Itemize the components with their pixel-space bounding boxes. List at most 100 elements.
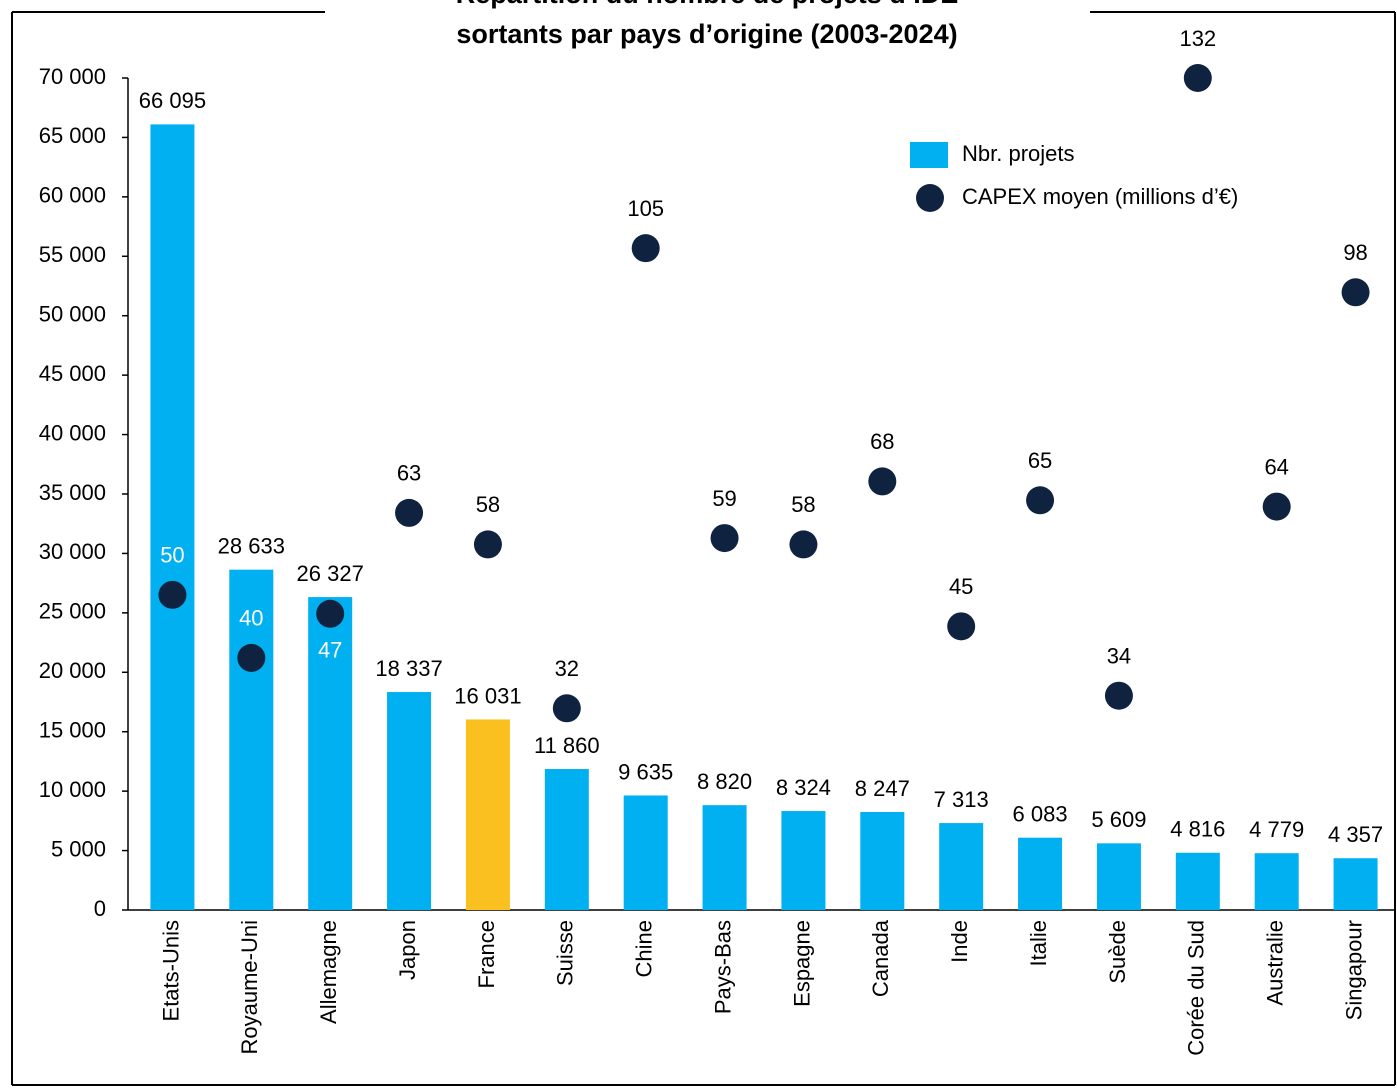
bar	[229, 569, 274, 910]
data-label: 18 337	[375, 656, 442, 681]
data-label: 40	[239, 606, 263, 631]
x-tick-label: Chine	[632, 920, 657, 977]
data-label: 64	[1264, 454, 1288, 479]
data-label: 26 327	[297, 561, 364, 586]
x-tick-label: Suisse	[553, 920, 578, 986]
frame	[11, 11, 1396, 1086]
bar	[781, 811, 826, 910]
x-tick-label: Japon	[395, 920, 420, 980]
dot	[473, 530, 502, 559]
data-label: 7 313	[934, 787, 989, 812]
data-label: 4 779	[1249, 817, 1304, 842]
data-label: 4 357	[1328, 822, 1383, 847]
data-label: 63	[397, 461, 421, 486]
chart-title: Répartition du nombre de projets d’IDE	[456, 0, 959, 9]
data-label: 32	[555, 656, 579, 681]
bar	[1254, 853, 1299, 910]
bar	[544, 769, 589, 910]
bar	[1175, 852, 1220, 910]
bar	[702, 805, 747, 910]
data-label: 16 031	[454, 683, 521, 708]
data-label: 50	[160, 543, 184, 568]
dot	[1341, 278, 1370, 307]
y-tick-label: 60 000	[39, 183, 106, 208]
bar	[465, 719, 510, 910]
data-label: 8 247	[855, 776, 910, 801]
bar	[1096, 843, 1141, 910]
x-tick-label: Singapour	[1341, 920, 1366, 1020]
dot	[237, 643, 266, 672]
y-tick-label: 35 000	[39, 480, 106, 505]
x-tick-label: Pays-Bas	[710, 920, 735, 1014]
x-tick-label: Inde	[947, 920, 972, 963]
data-label: 132	[1179, 26, 1216, 51]
bar	[387, 692, 432, 910]
x-tick-label: Italie	[1026, 920, 1051, 966]
data-label: 45	[949, 574, 973, 599]
chart-title: sortants par pays d’origine (2003-2024)	[456, 19, 957, 49]
bar	[150, 124, 195, 911]
y-tick-label: 0	[94, 896, 106, 921]
bar	[939, 823, 984, 910]
x-tick-label: Espagne	[789, 920, 814, 1007]
dot	[789, 530, 818, 559]
y-tick-label: 70 000	[39, 64, 106, 89]
x-tick-label: Royaume-Uni	[237, 920, 262, 1055]
y-tick-label: 25 000	[39, 599, 106, 624]
bar	[860, 811, 905, 910]
y-tick-label: 10 000	[39, 777, 106, 802]
dot	[1262, 492, 1291, 521]
data-label: 68	[870, 429, 894, 454]
data-label: 8 820	[697, 769, 752, 794]
y-tick-label: 20 000	[39, 658, 106, 683]
y-tick-label: 65 000	[39, 123, 106, 148]
data-label: 4 816	[1170, 817, 1225, 842]
x-tick-label: France	[474, 920, 499, 988]
legend-swatch	[910, 142, 948, 168]
dot	[868, 467, 897, 496]
y-tick-label: 40 000	[39, 420, 106, 445]
data-label: 6 083	[1013, 802, 1068, 827]
dot	[710, 524, 739, 553]
dot	[552, 694, 581, 723]
y-tick-label: 15 000	[39, 718, 106, 743]
bar	[308, 597, 353, 910]
dot	[947, 612, 976, 641]
data-label: 9 635	[618, 759, 673, 784]
legend-label: Nbr. projets	[962, 141, 1075, 166]
x-tick-label: Suède	[1105, 920, 1130, 984]
bar	[623, 795, 668, 910]
dot	[1183, 64, 1212, 92]
legend-label: CAPEX moyen (millions d’€)	[962, 184, 1238, 209]
data-label: 5 609	[1091, 807, 1146, 832]
data-label: 66 095	[139, 88, 206, 113]
y-tick-label: 50 000	[39, 302, 106, 327]
data-label: 11 860	[534, 733, 600, 758]
dot	[631, 234, 660, 263]
bar	[1018, 837, 1063, 910]
x-tick-label: Corée du Sud	[1184, 920, 1209, 1056]
dot	[316, 599, 345, 628]
data-label: 58	[791, 492, 815, 517]
data-label: 47	[318, 638, 342, 663]
y-tick-label: 30 000	[39, 539, 106, 564]
dot	[1104, 681, 1133, 710]
data-label: 28 633	[218, 533, 285, 558]
x-tick-label: Etats-Unis	[158, 920, 183, 1021]
x-tick-label: Allemagne	[316, 920, 341, 1024]
data-label: 58	[476, 492, 500, 517]
dot	[395, 498, 424, 527]
data-label: 59	[712, 486, 736, 511]
dot	[158, 580, 187, 609]
y-tick-label: 55 000	[39, 242, 106, 267]
data-label: 105	[627, 196, 664, 221]
y-tick-label: 45 000	[39, 361, 106, 386]
y-tick-label: 5 000	[51, 836, 106, 861]
x-tick-label: Australie	[1263, 920, 1288, 1006]
bar	[1333, 858, 1378, 910]
dot	[1026, 486, 1055, 515]
data-label: 65	[1028, 448, 1052, 473]
x-tick-label: Canada	[868, 919, 893, 997]
data-label: 8 324	[776, 775, 831, 800]
